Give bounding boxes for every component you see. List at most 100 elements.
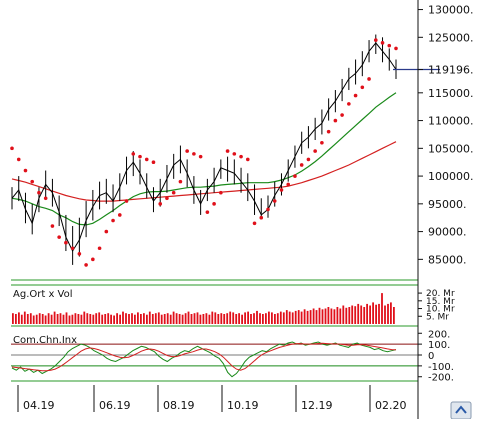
sar-dot	[192, 152, 196, 156]
sar-dot	[171, 190, 176, 195]
volume-bar	[172, 311, 175, 324]
volume-bar	[235, 314, 238, 324]
sar-dot	[293, 174, 297, 178]
volume-bar	[160, 314, 163, 324]
cci-y-tick-label: -100.	[428, 362, 454, 373]
volume-y-tick-label: 10. Mr	[426, 305, 455, 315]
volume-bar	[217, 314, 220, 324]
sar-dot	[279, 188, 284, 192]
volume-bar	[333, 309, 336, 324]
volume-bar	[244, 312, 246, 324]
volume-bar	[80, 314, 83, 324]
x-tick-label: 04.19	[23, 399, 55, 412]
sar-dot	[198, 154, 203, 159]
volume-bar	[107, 313, 110, 324]
volume-bar	[196, 312, 199, 324]
scroll-icon[interactable]	[450, 401, 472, 420]
volume-bar	[110, 314, 112, 324]
volume-bar	[339, 308, 342, 324]
volume-bar	[62, 314, 65, 324]
volume-bar	[253, 313, 255, 324]
sar-dot	[185, 149, 189, 153]
volume-bar	[369, 305, 371, 324]
volume-bar	[321, 309, 324, 324]
scroll-icon-chevron	[455, 405, 467, 414]
volume-bar	[47, 313, 50, 324]
volume-bar	[128, 314, 130, 324]
sar-dot	[232, 152, 237, 156]
volume-y-tick-label: 5. Mr	[426, 312, 449, 322]
volume-bar	[184, 313, 187, 324]
volume-bar	[238, 313, 240, 324]
sar-dot	[387, 43, 392, 48]
volume-bar	[98, 312, 101, 324]
volume-bar	[53, 311, 56, 324]
volume-bar	[318, 307, 321, 324]
volume-bar	[327, 307, 330, 324]
sar-dot	[333, 118, 338, 123]
volume-bar	[223, 314, 226, 324]
sar-dot	[70, 246, 75, 251]
volume-bar	[330, 308, 333, 324]
volume-bar	[113, 315, 115, 324]
price-line	[11, 42, 397, 253]
x-tick-label: 10.19	[227, 399, 259, 412]
x-tick-label: 02.20	[375, 399, 407, 412]
cci-panel: Com.Chn.Inx 200.100.0-100.-200.	[11, 329, 454, 384]
volume-bar	[232, 312, 235, 324]
sar-dot	[380, 41, 385, 45]
volume-bar	[83, 311, 86, 324]
volume-y-tick-label: 15. Mr	[426, 297, 455, 307]
volume-bar	[12, 313, 14, 324]
ma-long-line	[11, 141, 397, 202]
x-tick-label: 06.19	[99, 399, 131, 412]
sar-dot	[30, 179, 35, 184]
volume-bar	[193, 313, 196, 324]
sar-dot	[144, 157, 149, 162]
volume-bar	[163, 314, 166, 324]
volume-bar	[390, 302, 392, 324]
volume-bar	[271, 312, 273, 324]
volume-bar	[119, 314, 121, 324]
volume-bar	[294, 310, 297, 324]
volume-bar	[247, 311, 249, 324]
volume-bar	[116, 313, 118, 324]
volume-bar	[151, 314, 154, 324]
volume-bar	[77, 314, 80, 324]
price-y-tick-label: 119196.	[428, 64, 474, 77]
sar-dot	[50, 224, 55, 228]
volume-bar	[274, 314, 276, 324]
volume-panel-title: Ag.Ort x Vol	[13, 289, 73, 300]
volume-bar	[220, 313, 223, 324]
volume-bar	[32, 315, 35, 324]
sar-dot	[299, 163, 304, 167]
volume-bar	[65, 312, 68, 324]
volume-bar	[154, 313, 157, 324]
price-panel: 130000. 125000. 119196. 115000. 110000. 10500…	[10, 4, 474, 281]
volume-bar	[190, 314, 193, 324]
volume-bar	[101, 314, 104, 324]
volume-bar	[143, 313, 145, 324]
volume-bar	[226, 313, 229, 324]
volume-bar	[68, 315, 71, 324]
volume-bar	[375, 304, 377, 324]
x-tick-label: 12.19	[301, 399, 333, 412]
sar-dot	[394, 46, 398, 51]
sar-dot	[124, 199, 129, 203]
cci-y-tick-label: -200.	[428, 373, 454, 384]
volume-bar	[279, 311, 282, 324]
volume-bar	[92, 314, 95, 324]
volume-bar	[104, 314, 107, 324]
volume-bar	[378, 303, 380, 324]
sar-dot	[212, 202, 216, 206]
cci-panel-title: Com.Chn.Inx	[13, 335, 77, 346]
ma-short-line	[11, 92, 397, 226]
price-y-tick-label: 85000.	[428, 253, 467, 266]
volume-bar	[259, 313, 261, 324]
price-y-tick-label: 125000.	[428, 31, 474, 44]
volume-bar	[134, 314, 136, 324]
volume-bar	[131, 313, 133, 324]
sar-dot	[151, 160, 156, 165]
volume-bar	[205, 313, 208, 324]
